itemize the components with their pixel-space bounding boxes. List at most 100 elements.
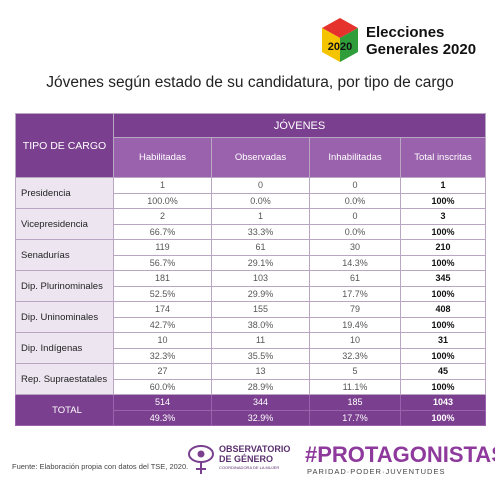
- count-cell: 10: [309, 332, 401, 349]
- row-label: Vicepresidencia: [15, 208, 114, 240]
- percent-cell: 100%: [399, 285, 487, 302]
- percent-cell: 100%: [399, 347, 487, 364]
- percent-cell: 11.1%: [309, 378, 401, 395]
- count-cell: 155: [211, 301, 310, 318]
- title: Jóvenes según estado de su candidatura, …: [46, 74, 454, 91]
- count-cell: 13: [211, 363, 310, 380]
- percent-cell: 60.0%: [113, 378, 212, 395]
- source: Fuente: Elaboración propia con datos del…: [12, 462, 189, 471]
- percent-cell: 52.5%: [113, 285, 212, 302]
- row-label: TOTAL: [15, 394, 114, 426]
- percent-cell: 32.3%: [113, 347, 212, 364]
- count-cell: 1043: [399, 394, 487, 411]
- column-header: Inhabilitadas: [309, 137, 401, 178]
- count-cell: 27: [113, 363, 212, 380]
- row-counts: Vicepresidencia 2 1 0 3: [15, 208, 487, 240]
- count-cell: 514: [113, 394, 212, 411]
- row-percents: 66.7% 33.3% 0.0% 100%: [16, 223, 487, 240]
- count-cell: 1: [399, 177, 487, 194]
- count-cell: 3: [399, 208, 487, 225]
- percent-cell: 66.7%: [113, 223, 212, 240]
- row-percents: 49.3% 32.9% 17.7% 100%: [16, 409, 487, 426]
- row-counts: Dip. Indígenas 10 11 10 31: [15, 332, 487, 364]
- percent-cell: 32.3%: [309, 347, 401, 364]
- percent-cell: 38.0%: [211, 316, 310, 333]
- count-cell: 119: [113, 239, 212, 256]
- row-counts: Rep. Supraestatales 27 13 5 45: [15, 363, 487, 395]
- row-counts: Senadurías 119 61 30 210: [15, 239, 487, 271]
- logo: 2020 Elecciones Generales 2020: [322, 18, 476, 62]
- obs-line1: OBSERVATORIO: [219, 444, 290, 454]
- percent-cell: 100%: [399, 316, 487, 333]
- percent-cell: 0.0%: [309, 192, 401, 209]
- row-counts: Dip. Uninominales 174 155 79 408: [15, 301, 487, 333]
- percent-cell: 14.3%: [309, 254, 401, 271]
- percent-cell: 17.7%: [309, 409, 401, 426]
- count-cell: 61: [309, 270, 401, 287]
- row-counts: TOTAL 514 344 185 1043: [15, 394, 487, 426]
- percent-cell: 33.3%: [211, 223, 310, 240]
- count-cell: 45: [399, 363, 487, 380]
- percent-cell: 29.1%: [211, 254, 310, 271]
- count-cell: 185: [309, 394, 401, 411]
- percent-cell: 100%: [399, 378, 487, 395]
- row-label: Senadurías: [15, 239, 114, 271]
- count-cell: 345: [399, 270, 487, 287]
- count-cell: 408: [399, 301, 487, 318]
- percent-cell: 100%: [399, 254, 487, 271]
- percent-cell: 49.3%: [113, 409, 212, 426]
- corner-header: TIPO DE CARGO: [15, 113, 114, 178]
- count-cell: 174: [113, 301, 212, 318]
- count-cell: 31: [399, 332, 487, 349]
- protagonistas-title: #PROTAGONISTAS: [305, 442, 495, 467]
- row-counts: Dip. Plurinominales 181 103 61 345: [15, 270, 487, 302]
- percent-cell: 42.7%: [113, 316, 212, 333]
- group-header: JÓVENES: [112, 113, 487, 138]
- count-cell: 1: [211, 208, 310, 225]
- column-header: Total inscritas: [399, 137, 487, 178]
- row-label: Dip. Plurinominales: [15, 270, 114, 302]
- protagonistas-tagline: PARIDAD·PODER·JUVENTUDES: [307, 467, 445, 476]
- percent-cell: 0.0%: [211, 192, 310, 209]
- count-cell: 61: [211, 239, 310, 256]
- percent-cell: 100.0%: [113, 192, 212, 209]
- percent-cell: 28.9%: [211, 378, 310, 395]
- obs-line2: DE GÉNERO: [219, 454, 273, 464]
- row-percents: 56.7% 29.1% 14.3% 100%: [16, 254, 487, 271]
- count-cell: 0: [309, 208, 401, 225]
- column-header: Habilitadas: [113, 137, 212, 178]
- obs-line3: COORDINADORA DE LA MUJER: [219, 465, 279, 470]
- count-cell: 30: [309, 239, 401, 256]
- row-label: Dip. Uninominales: [15, 301, 114, 333]
- cube-left: [322, 28, 340, 62]
- percent-cell: 29.9%: [211, 285, 310, 302]
- percent-cell: 100%: [399, 192, 487, 209]
- row-counts: Presidencia 1 0 0 1: [15, 177, 487, 209]
- row-label: Rep. Supraestatales: [15, 363, 114, 395]
- row-label: Dip. Indígenas: [15, 332, 114, 364]
- percent-cell: 17.7%: [309, 285, 401, 302]
- percent-cell: 19.4%: [309, 316, 401, 333]
- percent-cell: 32.9%: [211, 409, 310, 426]
- eye-pupil: [197, 450, 205, 458]
- footer-logos: OBSERVATORIO DE GÉNERO COORDINADORA DE L…: [188, 442, 495, 476]
- logo-line2: Generales 2020: [366, 41, 476, 58]
- count-cell: 181: [113, 270, 212, 287]
- row-percents: 32.3% 35.5% 32.3% 100%: [16, 347, 487, 364]
- count-cell: 11: [211, 332, 310, 349]
- data-table: TIPO DE CARGO JÓVENES Habilitadas Observa…: [15, 113, 487, 426]
- count-cell: 1: [113, 177, 212, 194]
- count-cell: 0: [211, 177, 310, 194]
- cube-right: [340, 28, 358, 62]
- percent-cell: 35.5%: [211, 347, 310, 364]
- percent-cell: 100%: [399, 409, 487, 426]
- percent-cell: 100%: [399, 223, 487, 240]
- count-cell: 79: [309, 301, 401, 318]
- count-cell: 0: [309, 177, 401, 194]
- logo-badge: 2020: [328, 41, 352, 53]
- row-label: Presidencia: [15, 177, 114, 209]
- count-cell: 210: [399, 239, 487, 256]
- row-percents: 52.5% 29.9% 17.7% 100%: [16, 285, 487, 302]
